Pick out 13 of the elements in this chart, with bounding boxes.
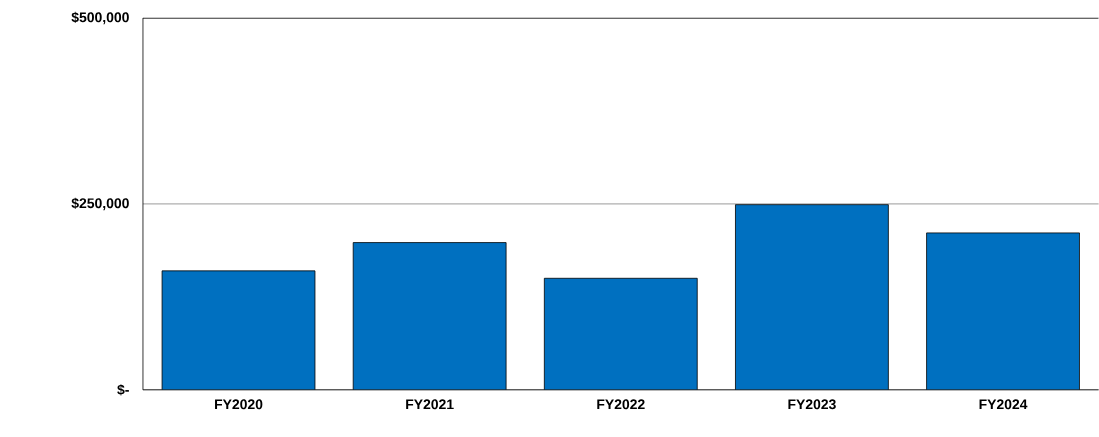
x-tick-label: FY2020 — [215, 399, 263, 410]
bar — [161, 270, 316, 390]
x-tick-label: FY2023 — [788, 399, 836, 410]
y-tick-label: $- — [117, 384, 129, 396]
bar — [735, 204, 889, 390]
x-tick-label: FY2024 — [979, 399, 1028, 410]
x-tick-label: FY2021 — [406, 399, 454, 410]
bar — [543, 277, 698, 390]
y-tick-label: $250,000 — [71, 197, 129, 211]
y-tick-label: $500,000 — [71, 11, 129, 25]
x-tick-label: FY2022 — [597, 399, 645, 410]
bar — [352, 242, 507, 390]
bar — [926, 232, 1080, 390]
